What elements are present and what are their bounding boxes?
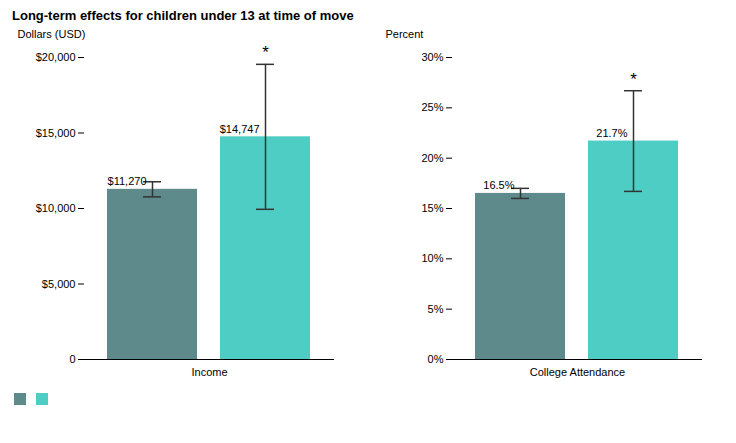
svg-text:College Attendance: College Attendance [530,366,625,378]
svg-text:$20,000: $20,000 [36,51,76,63]
svg-text:10%: 10% [421,252,443,264]
svg-text:0: 0 [69,353,75,365]
svg-text:16.5%: 16.5% [483,179,514,191]
svg-text:Income: Income [191,366,227,378]
svg-text:0%: 0% [428,353,444,365]
svg-text:15%: 15% [421,202,443,214]
svg-text:Percent: Percent [386,28,424,40]
svg-text:21.7%: 21.7% [596,127,627,139]
svg-text:20%: 20% [421,152,443,164]
svg-text:5%: 5% [428,303,444,315]
html-text:Long-term effects for children: Long-term effects for children under 13 … [12,8,354,23]
svg-text:$15,000: $15,000 [36,127,76,139]
svg-text:30%: 30% [421,51,443,63]
svg-text:Dollars (USD): Dollars (USD) [18,28,86,40]
svg-text:$10,000: $10,000 [36,202,76,214]
svg-text:$5,000: $5,000 [42,278,76,290]
svg-text:*: * [262,43,269,62]
svg-text:25%: 25% [421,101,443,113]
svg-text:$11,270: $11,270 [108,175,147,187]
svg-text:*: * [630,70,637,89]
svg-text:$14,747: $14,747 [220,123,260,135]
